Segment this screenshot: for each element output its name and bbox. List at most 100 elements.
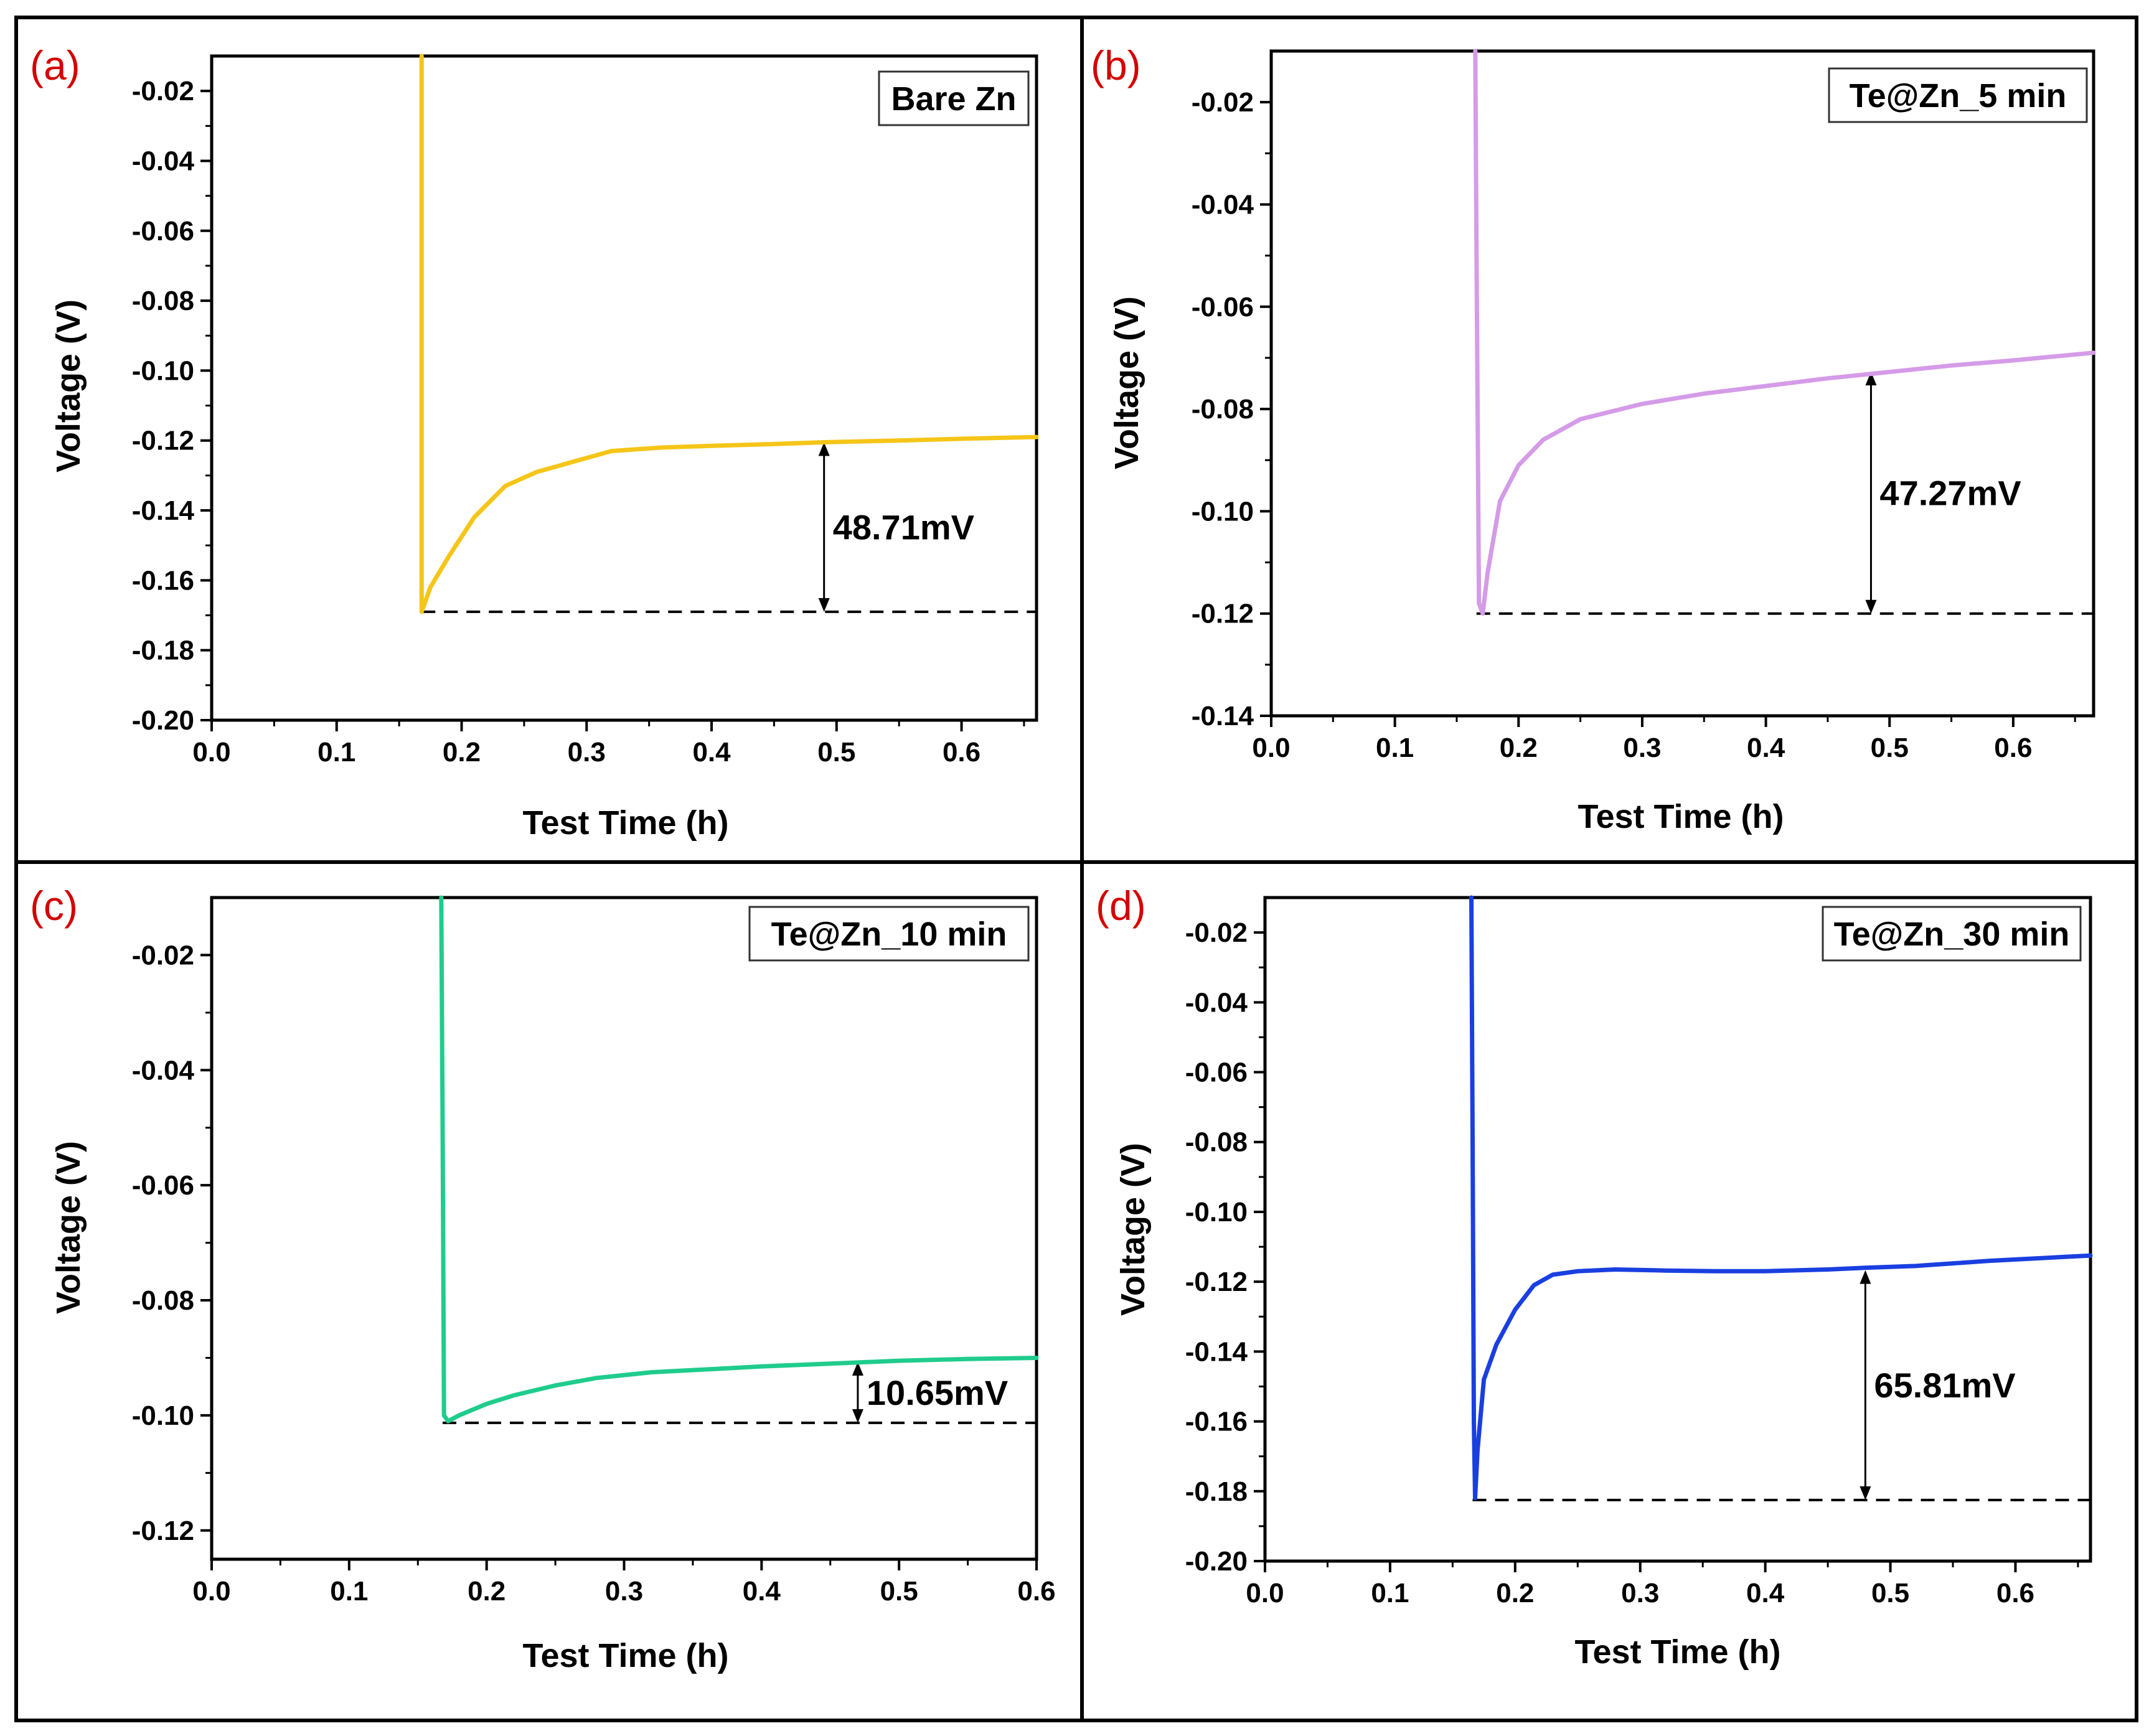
legend-box [748,906,1030,962]
y-axis-label: Voltage (V) [50,299,87,472]
x-tick-label: 0.3 [568,737,606,767]
x-tick-label: 0.5 [1871,1578,1909,1608]
panel-letter: (b) [1091,42,1141,88]
arrow-head-up [1860,1270,1871,1284]
arrow-head-up [852,1361,863,1376]
y-tick-label: -0.12 [132,426,194,456]
y-tick-label: -0.16 [132,565,194,596]
legend-box [1822,906,2082,962]
y-tick-label: -0.08 [1192,394,1254,425]
x-tick-label: 0.0 [192,737,230,767]
outer-border [14,16,2138,1722]
x-tick-label: 0.2 [1496,1578,1534,1608]
y-tick-label: -0.06 [1192,292,1254,322]
y-tick-label: -0.16 [1185,1407,1248,1437]
x-axis-label: Test Time (h) [522,1637,728,1674]
y-tick-label: -0.02 [1192,87,1254,118]
difference-annotation-label: 10.65mV [867,1373,1008,1412]
series-line-te-zn-5-min [1473,49,2096,616]
y-tick-label: -0.08 [1185,1127,1248,1158]
y-tick-label: -0.14 [1192,701,1254,731]
x-tick-label: 0.0 [192,1576,230,1607]
y-tick-label: -0.10 [132,1401,194,1431]
y-tick-label: -0.12 [132,1516,194,1546]
y-tick-label: -0.04 [1192,189,1254,220]
panel-letter: (a) [30,42,80,88]
x-tick-label: 0.6 [1017,1576,1055,1607]
x-tick-label: 0.4 [1747,733,1785,763]
x-axis-label: Test Time (h) [1574,1633,1780,1671]
y-tick-label: -0.02 [132,940,194,970]
x-tick-label: 0.3 [605,1576,643,1607]
y-tick-label: -0.02 [1185,917,1248,948]
legend-box [878,70,1030,126]
y-tick-label: -0.18 [1185,1476,1248,1507]
y-tick-label: -0.10 [132,355,194,386]
legend-label: Te@Zn_5 min [1850,77,2067,115]
legend-label: Bare Zn [891,80,1016,118]
x-axis-label: Test Time (h) [1578,798,1784,835]
x-tick-label: 0.1 [1371,1578,1409,1608]
chart-panel-d: 0.0 0.1 0.2 0.3 0.4 0.5 0.6 -0.02 -0.04 -0.06 -0.0… [1096,883,2093,1671]
x-tick-label: 0.4 [1746,1578,1785,1608]
x-tick-label: 0.6 [943,737,980,767]
y-tick-label: -0.10 [1185,1197,1248,1227]
y-tick-label: -0.02 [132,76,194,106]
x-tick-label: 0.1 [330,1576,368,1607]
plot-frame [1269,49,2095,718]
y-tick-label: -0.14 [1185,1336,1248,1367]
y-axis-label: Voltage (V) [50,1141,87,1314]
y-tick-label: -0.08 [132,286,194,316]
arrow-head-down [1860,1486,1871,1500]
x-tick-label: 0.0 [1252,733,1290,763]
y-tick-label: -0.04 [1185,987,1248,1018]
legend-box [1828,67,2088,123]
y-tick-label: -0.14 [132,495,195,526]
x-tick-label: 0.5 [1871,733,1909,763]
y-tick-label: -0.06 [1185,1058,1248,1088]
panel-letter: (c) [30,883,78,929]
x-tick-label: 0.5 [817,737,855,767]
plot-frame [210,896,1038,1561]
panel-letter: (d) [1096,883,1146,929]
x-tick-label: 0.6 [1994,733,2032,763]
arrow-head-up [1865,372,1877,386]
chart-panel-a: 0.0 0.1 0.2 0.3 0.4 0.5 0.6 -0.02 -0.04 -0.06 -0.0… [30,42,1039,842]
plot-frame [210,54,1038,722]
y-tick-label: -0.12 [1185,1267,1248,1297]
difference-annotation-label: 47.27mV [1879,473,2021,512]
y-axis-label: Voltage (V) [1114,1143,1152,1316]
x-tick-label: 0.1 [317,737,355,767]
x-tick-label: 0.2 [468,1576,506,1607]
y-tick-label: -0.20 [132,705,194,736]
y-tick-label: -0.06 [132,216,194,246]
y-tick-label: -0.12 [1192,599,1254,629]
y-tick-label: -0.06 [132,1170,194,1201]
x-tick-label: 0.4 [743,1576,781,1607]
y-tick-label: -0.04 [132,146,195,176]
x-axis-label: Test Time (h) [522,804,728,842]
x-tick-label: 0.5 [880,1576,918,1607]
x-tick-label: 0.3 [1621,1578,1659,1608]
difference-annotation-label: 65.81mV [1874,1366,2015,1405]
series-line-bare-zn [419,54,1039,614]
arrow-head-down [818,598,830,612]
legend-label: Te@Zn_10 min [771,916,1007,953]
y-tick-label: -0.10 [1192,496,1254,527]
chart-panel-b: 0.0 0.1 0.2 0.3 0.4 0.5 0.6 -0.02 -0.04 -0.06 -0.0… [1091,42,2096,835]
series-line-te-zn-10-min [439,895,1039,1424]
x-tick-label: 0.4 [692,737,731,767]
arrow-head-down [1865,599,1877,614]
y-tick-label: -0.04 [132,1055,195,1086]
y-tick-label: -0.18 [132,636,194,666]
difference-annotation-label: 48.71mV [833,508,974,547]
y-axis-label: Voltage (V) [1108,296,1145,469]
x-tick-label: 0.2 [443,737,481,767]
arrow-head-up [818,442,830,456]
arrow-head-down [852,1409,863,1423]
y-tick-label: -0.08 [132,1285,194,1316]
y-tick-label: -0.20 [1185,1546,1248,1577]
plot-frame [1263,896,2092,1563]
x-tick-label: 0.3 [1623,733,1661,763]
